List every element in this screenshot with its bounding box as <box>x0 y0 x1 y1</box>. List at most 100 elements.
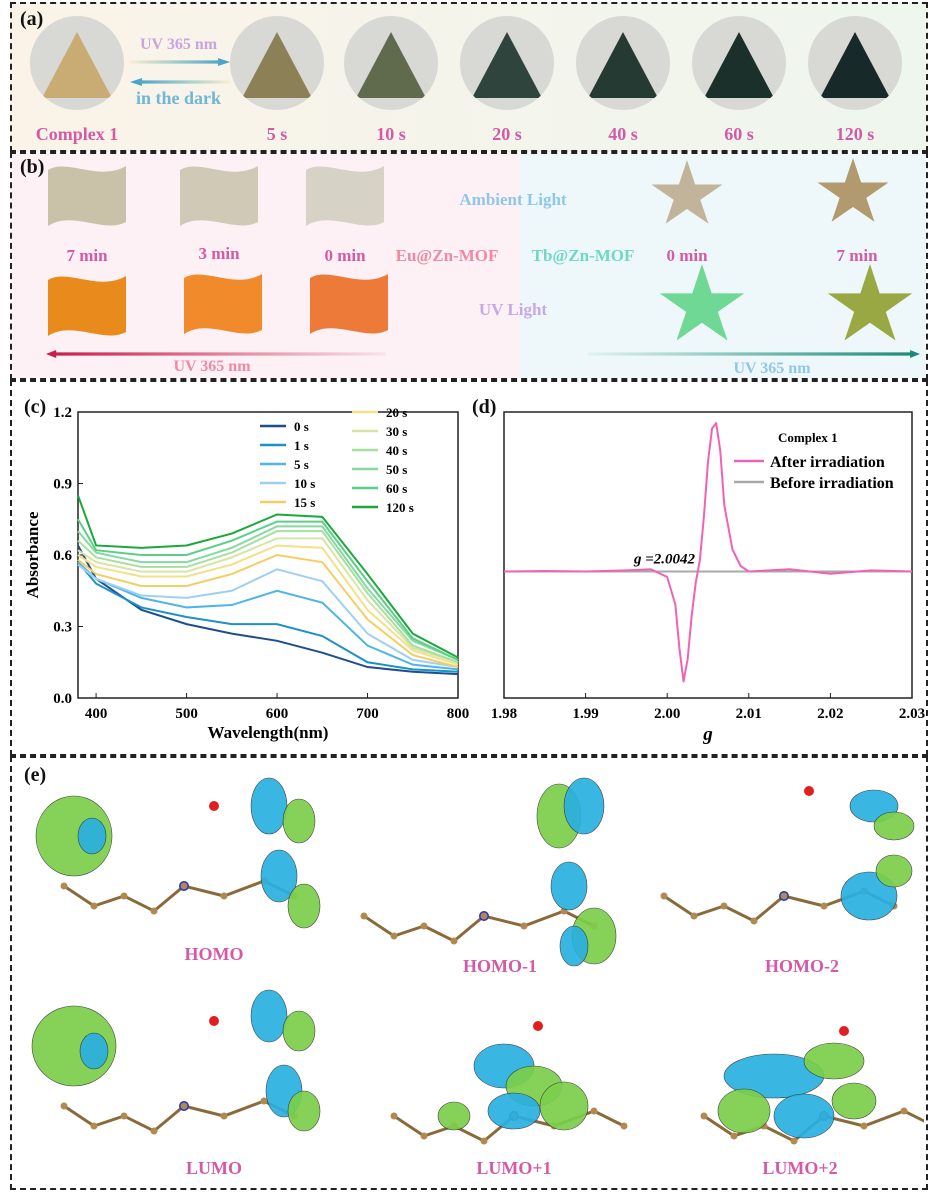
series-line <box>77 544 459 676</box>
absorbance-chart: 400 500 600 700 800 0.0 0.3 0.6 0.9 1.2 Wavelength… <box>23 405 469 742</box>
sample-circle-4 <box>576 16 670 110</box>
x-tick-label: 2.01 <box>736 706 762 722</box>
orbital-lobe-green <box>282 1010 316 1052</box>
powder-pile <box>820 32 890 98</box>
x-axis-label: g <box>702 724 713 745</box>
carbon-atom <box>220 892 228 900</box>
orbital-lobe-blue <box>563 777 605 835</box>
panel-d-label: (d) <box>472 396 497 418</box>
carbon-atom <box>60 1102 68 1110</box>
carbon-atom <box>730 1132 738 1140</box>
powder-pile <box>588 32 658 98</box>
arrow-dark-label: in the dark <box>136 88 222 108</box>
orbital-lobe-blue <box>773 1093 835 1139</box>
molecule-bonds <box>63 879 295 913</box>
carbon-atom <box>260 1097 268 1105</box>
series-line <box>77 563 459 669</box>
carbon-atom <box>690 912 698 920</box>
orbital-lobe-green <box>35 795 113 877</box>
orbital-lobe-blue <box>250 777 288 835</box>
orbital-lobe-green <box>539 1081 589 1131</box>
y-tick-label: 0.6 <box>53 548 72 564</box>
legend-label: 20 s <box>386 405 407 420</box>
sample-label-3: 20 s <box>492 124 522 144</box>
legend-label: Before irradiation <box>770 475 894 492</box>
carbon-atom <box>180 882 188 890</box>
arrow-uv-label: UV 365 nm <box>140 36 218 53</box>
x-tick-label: 2.00 <box>654 706 680 722</box>
sample-circle-6 <box>808 16 902 110</box>
legend-label: 15 s <box>294 495 315 510</box>
sample-label-0: Complex 1 <box>35 124 119 144</box>
legend-label: 120 s <box>386 500 414 515</box>
orbital-lobe-green <box>282 798 316 844</box>
sample-label-6: 120 s <box>835 124 875 144</box>
sample-circle-0 <box>30 16 124 110</box>
eu-film-ambient-3min <box>180 162 258 228</box>
panel-e-label: (e) <box>24 764 47 786</box>
eu-film-uv-7min <box>48 272 126 338</box>
sample-circle-2 <box>344 16 438 110</box>
carbon-atom <box>180 1102 188 1110</box>
carbon-atom <box>860 1122 868 1130</box>
orbital-label-lumo+1: LUMO+1 <box>476 1158 552 1178</box>
carbon-atom <box>420 1132 428 1140</box>
carbon-atom <box>220 1112 228 1120</box>
oxygen-atom <box>804 786 814 796</box>
carbon-atom <box>90 1122 98 1130</box>
series-line-after <box>503 422 913 683</box>
eu-film-uv-0min <box>310 270 388 336</box>
carbon-atom <box>620 1122 628 1130</box>
eu-uv-arrow <box>46 350 386 358</box>
carbon-atom <box>390 1112 398 1120</box>
eu-name: Eu@Zn-MOF <box>395 246 499 265</box>
plot-frame <box>503 411 913 699</box>
y-tick-label: 0.3 <box>53 620 72 636</box>
orbital-lobe-green <box>437 1101 471 1131</box>
series-line <box>77 525 459 661</box>
carbon-atom <box>150 1127 158 1135</box>
legend-label: 5 s <box>294 457 309 472</box>
tb-name: Tb@Zn-MOF <box>531 246 635 265</box>
oxygen-atom <box>533 1021 543 1031</box>
carbon-atom <box>480 912 488 920</box>
carbon-atom <box>150 907 158 915</box>
carbon-atom <box>790 1137 798 1145</box>
sample-label-2: 10 s <box>376 124 406 144</box>
eu-time-0min: 0 min <box>324 246 366 265</box>
eu-time-3min: 3 min <box>198 244 240 263</box>
orbital-label-lumo+2: LUMO+2 <box>762 1158 838 1178</box>
oxygen-atom <box>839 1026 849 1036</box>
carbon-atom <box>590 1107 598 1115</box>
eu-uv-arrow-label: UV 365 nm <box>173 358 251 375</box>
legend-title: Complex 1 <box>778 430 838 445</box>
carbon-atom <box>120 892 128 900</box>
orbital-lobe-blue <box>79 1032 109 1070</box>
legend-label: 1 s <box>294 438 309 453</box>
orbital-images <box>31 777 924 1145</box>
panel-e: (e) <box>10 756 928 1190</box>
x-axis-label: Wavelength(nm) <box>208 723 329 742</box>
orbital-label-homo: HOMO <box>184 944 244 964</box>
carbon-atom <box>90 902 98 910</box>
orbital-lobe-green <box>717 1088 771 1134</box>
orbital-label-homo-2: HOMO-2 <box>765 956 839 976</box>
series-line <box>77 561 459 671</box>
tb-uv-arrow-label: UV 365 nm <box>733 360 811 377</box>
sample-circle-5 <box>692 16 786 110</box>
legend-label: 40 s <box>386 443 407 458</box>
carbon-atom <box>360 912 368 920</box>
panel-b: (b) 7 min 3 min 0 min Eu@Zn-MOF Tb@Zn-MO… <box>10 152 928 380</box>
series-line <box>77 530 459 664</box>
x-tick-label: 600 <box>266 706 289 722</box>
panel-cd: (c) (d) <box>10 380 928 756</box>
carbon-atom <box>520 922 528 930</box>
y-tick-label: 0.9 <box>53 477 72 493</box>
orbital-lobe-green <box>875 854 913 888</box>
arrow-uv <box>130 58 230 66</box>
orbital-lobe-blue <box>487 1092 541 1130</box>
orbital-lobe-blue <box>250 989 288 1043</box>
powder-pile <box>704 32 774 98</box>
oxygen-atom <box>209 1016 219 1026</box>
legend-label: After irradiation <box>770 454 885 471</box>
